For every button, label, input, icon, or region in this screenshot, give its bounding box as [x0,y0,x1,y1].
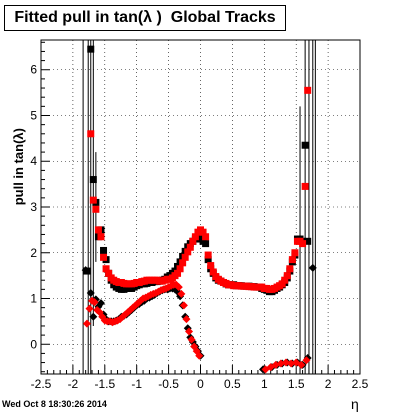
data-point-square-s1 [186,243,194,251]
data-point-square-s1 [184,248,192,256]
data-point-square-s1 [94,226,102,234]
data-point-diamond-s3 [287,359,296,368]
x-axis-label: η [351,396,359,412]
data-point-square-s1 [92,205,100,213]
y-axis-label-text: pull in tan(λ) [11,128,26,206]
data-point-square-s1 [174,269,182,277]
data-point-diamond-s3 [174,283,183,292]
data-point-diamond-s3 [82,319,91,328]
x-tick-label: -2 [68,377,79,391]
y-tick-label: 2 [30,246,37,260]
data-point-square-s1 [299,240,307,248]
timestamp: Wed Oct 8 18:30:26 2014 [2,399,107,409]
x-tick-label: 2.5 [352,377,369,391]
chart-title: Fitted pull in tan(λ ) Global Tracks [14,9,276,26]
x-tick-label: 1 [261,377,268,391]
data-point-square-s0 [100,246,108,254]
y-tick-label: 1 [30,292,37,306]
data-point-square-s1 [87,130,95,138]
data-point-diamond-s3 [187,335,196,344]
data-point-square-s1 [199,228,207,236]
data-point-diamond-s3 [182,315,191,324]
data-point-diamond-s3 [195,351,204,360]
data-point-square-s1 [179,259,187,267]
y-tick-label: 4 [30,154,37,168]
data-point-square-s1 [102,265,110,273]
data-point-square-s1 [202,233,210,241]
data-point-square-s0 [89,176,97,184]
x-tick-label: 0 [197,377,204,391]
data-point-diamond-s2 [308,263,317,272]
data-point-square-s0 [204,256,212,264]
data-point-diamond-s3 [85,304,94,313]
data-point-square-s1 [304,86,312,94]
y-tick-label: 6 [30,63,37,77]
x-tick-label: 0.5 [224,377,241,391]
data-point-square-s1 [105,269,113,277]
data-point-square-s1 [204,251,212,259]
y-tick-label: 3 [30,200,37,214]
data-point-square-s1 [89,196,97,204]
data-point-diamond-s3 [302,356,311,365]
data-point-square-s1 [100,253,108,261]
data-point-diamond-s3 [185,327,194,336]
data-point-diamond-s3 [276,359,285,368]
data-point-diamond-s3 [281,358,290,367]
data-point-square-s1 [301,182,309,190]
data-point-square-s1 [209,268,217,276]
data-point-square-s1 [97,233,105,241]
chart-title-box: Fitted pull in tan(λ ) Global Tracks [4,5,286,31]
y-tick-label: 0 [30,337,37,351]
data-point-square-s1 [283,272,291,280]
x-tick-label: -2.5 [31,377,52,391]
data-point-diamond-s3 [90,298,99,307]
data-point-square-s1 [278,280,286,288]
plot-frame-border [40,39,361,375]
data-point-square-s1 [288,256,296,264]
data-point-diamond-s3 [297,360,306,369]
x-tick-label: -1.5 [94,377,115,391]
data-point-square-s0 [301,141,309,149]
data-point-square-s1 [176,265,184,273]
data-point-square-s1 [207,262,215,270]
x-tick-label: 1.5 [288,377,305,391]
data-point-diamond-s2 [86,289,95,298]
x-tick-label: -1 [131,377,142,391]
data-point-diamond-s2 [89,312,98,321]
data-point-square-s0 [87,45,95,53]
x-tick-label: 2 [325,377,332,391]
data-point-diamond-s3 [179,301,188,310]
data-point-square-s1 [281,276,289,284]
data-point-square-s1 [181,253,189,261]
y-tick-label: 5 [30,108,37,122]
data-point-square-s1 [291,249,299,257]
data-point-square-s1 [189,237,197,245]
data-point-diamond-s3 [177,289,186,298]
x-tick-label: -0.5 [158,377,179,391]
data-point-diamond-s2 [81,266,90,275]
data-point-square-s1 [191,233,199,241]
data-point-diamond-s3 [123,308,132,317]
data-point-diamond-s2 [96,299,105,308]
data-point-square-s1 [286,265,294,273]
data-point-square-s0 [202,240,210,248]
data-point-square-s0 [304,237,312,245]
